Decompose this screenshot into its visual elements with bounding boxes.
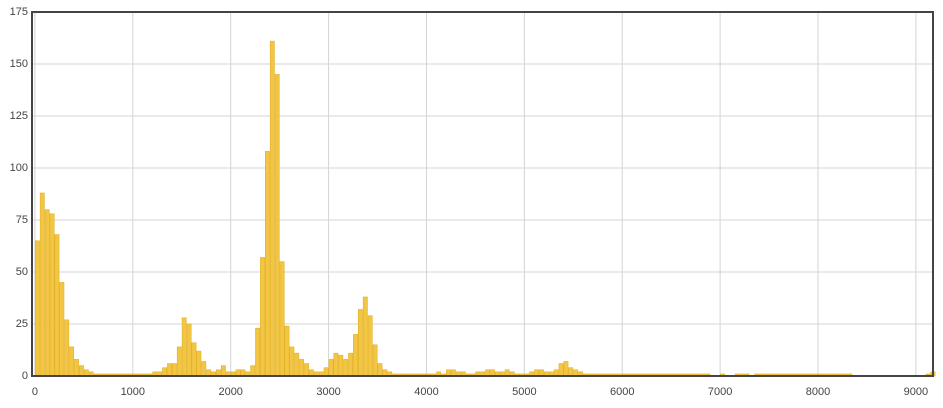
bar — [54, 234, 60, 377]
bar — [284, 325, 290, 377]
bar — [220, 365, 226, 377]
bar — [367, 315, 373, 377]
bar — [328, 359, 334, 377]
bar — [333, 352, 339, 377]
bar — [34, 240, 40, 377]
bar — [201, 361, 207, 377]
y-tick-label: 175 — [10, 6, 28, 18]
y-tick-label: 75 — [16, 214, 28, 226]
bar — [299, 359, 305, 377]
bar — [568, 367, 574, 377]
x-tick-label: 2000 — [218, 386, 242, 398]
x-tick-label: 6000 — [610, 386, 634, 398]
bar — [269, 40, 275, 377]
x-tick-label: 7000 — [708, 386, 732, 398]
y-tick-label: 50 — [16, 266, 28, 278]
bar — [260, 257, 265, 377]
bar — [44, 209, 50, 377]
bar — [172, 363, 177, 377]
bar — [294, 352, 300, 377]
bar — [372, 344, 378, 377]
bar — [39, 192, 45, 377]
bar — [59, 282, 65, 377]
x-tick-label: 8000 — [806, 386, 830, 398]
y-tick-label: 100 — [10, 162, 28, 174]
bar — [74, 359, 79, 377]
bar — [49, 213, 55, 377]
y-tick-label: 150 — [10, 58, 28, 70]
bar — [558, 363, 564, 377]
bar — [563, 361, 569, 377]
x-tick-label: 5000 — [512, 386, 536, 398]
x-tick-label: 9000 — [904, 386, 928, 398]
bar — [304, 363, 309, 377]
y-tick-label: 25 — [16, 318, 28, 330]
bar — [162, 367, 168, 377]
x-tick-label: 3000 — [316, 386, 340, 398]
bar — [362, 296, 368, 377]
bar — [167, 363, 172, 377]
bar — [196, 350, 202, 377]
bar — [323, 367, 329, 377]
x-tick-label: 0 — [32, 386, 38, 398]
bar — [357, 309, 363, 377]
bar — [265, 151, 270, 377]
bar — [338, 354, 344, 377]
x-tick-label: 4000 — [414, 386, 438, 398]
bar — [191, 342, 197, 377]
x-tick-label: 1000 — [121, 386, 145, 398]
bar — [353, 334, 358, 377]
bar — [181, 317, 187, 377]
bar — [274, 74, 280, 377]
bar — [343, 359, 349, 377]
bar — [79, 365, 84, 377]
y-tick-label: 0 — [22, 370, 28, 382]
bar — [279, 261, 285, 377]
bar — [255, 327, 261, 377]
bar — [64, 319, 70, 377]
bar — [250, 365, 256, 377]
bar — [377, 363, 383, 377]
bar — [348, 352, 354, 377]
y-tick-label: 125 — [10, 110, 28, 122]
bar — [289, 346, 295, 377]
bar — [69, 346, 75, 377]
plot-border — [31, 11, 934, 377]
bar — [186, 323, 192, 377]
bar — [176, 346, 182, 377]
